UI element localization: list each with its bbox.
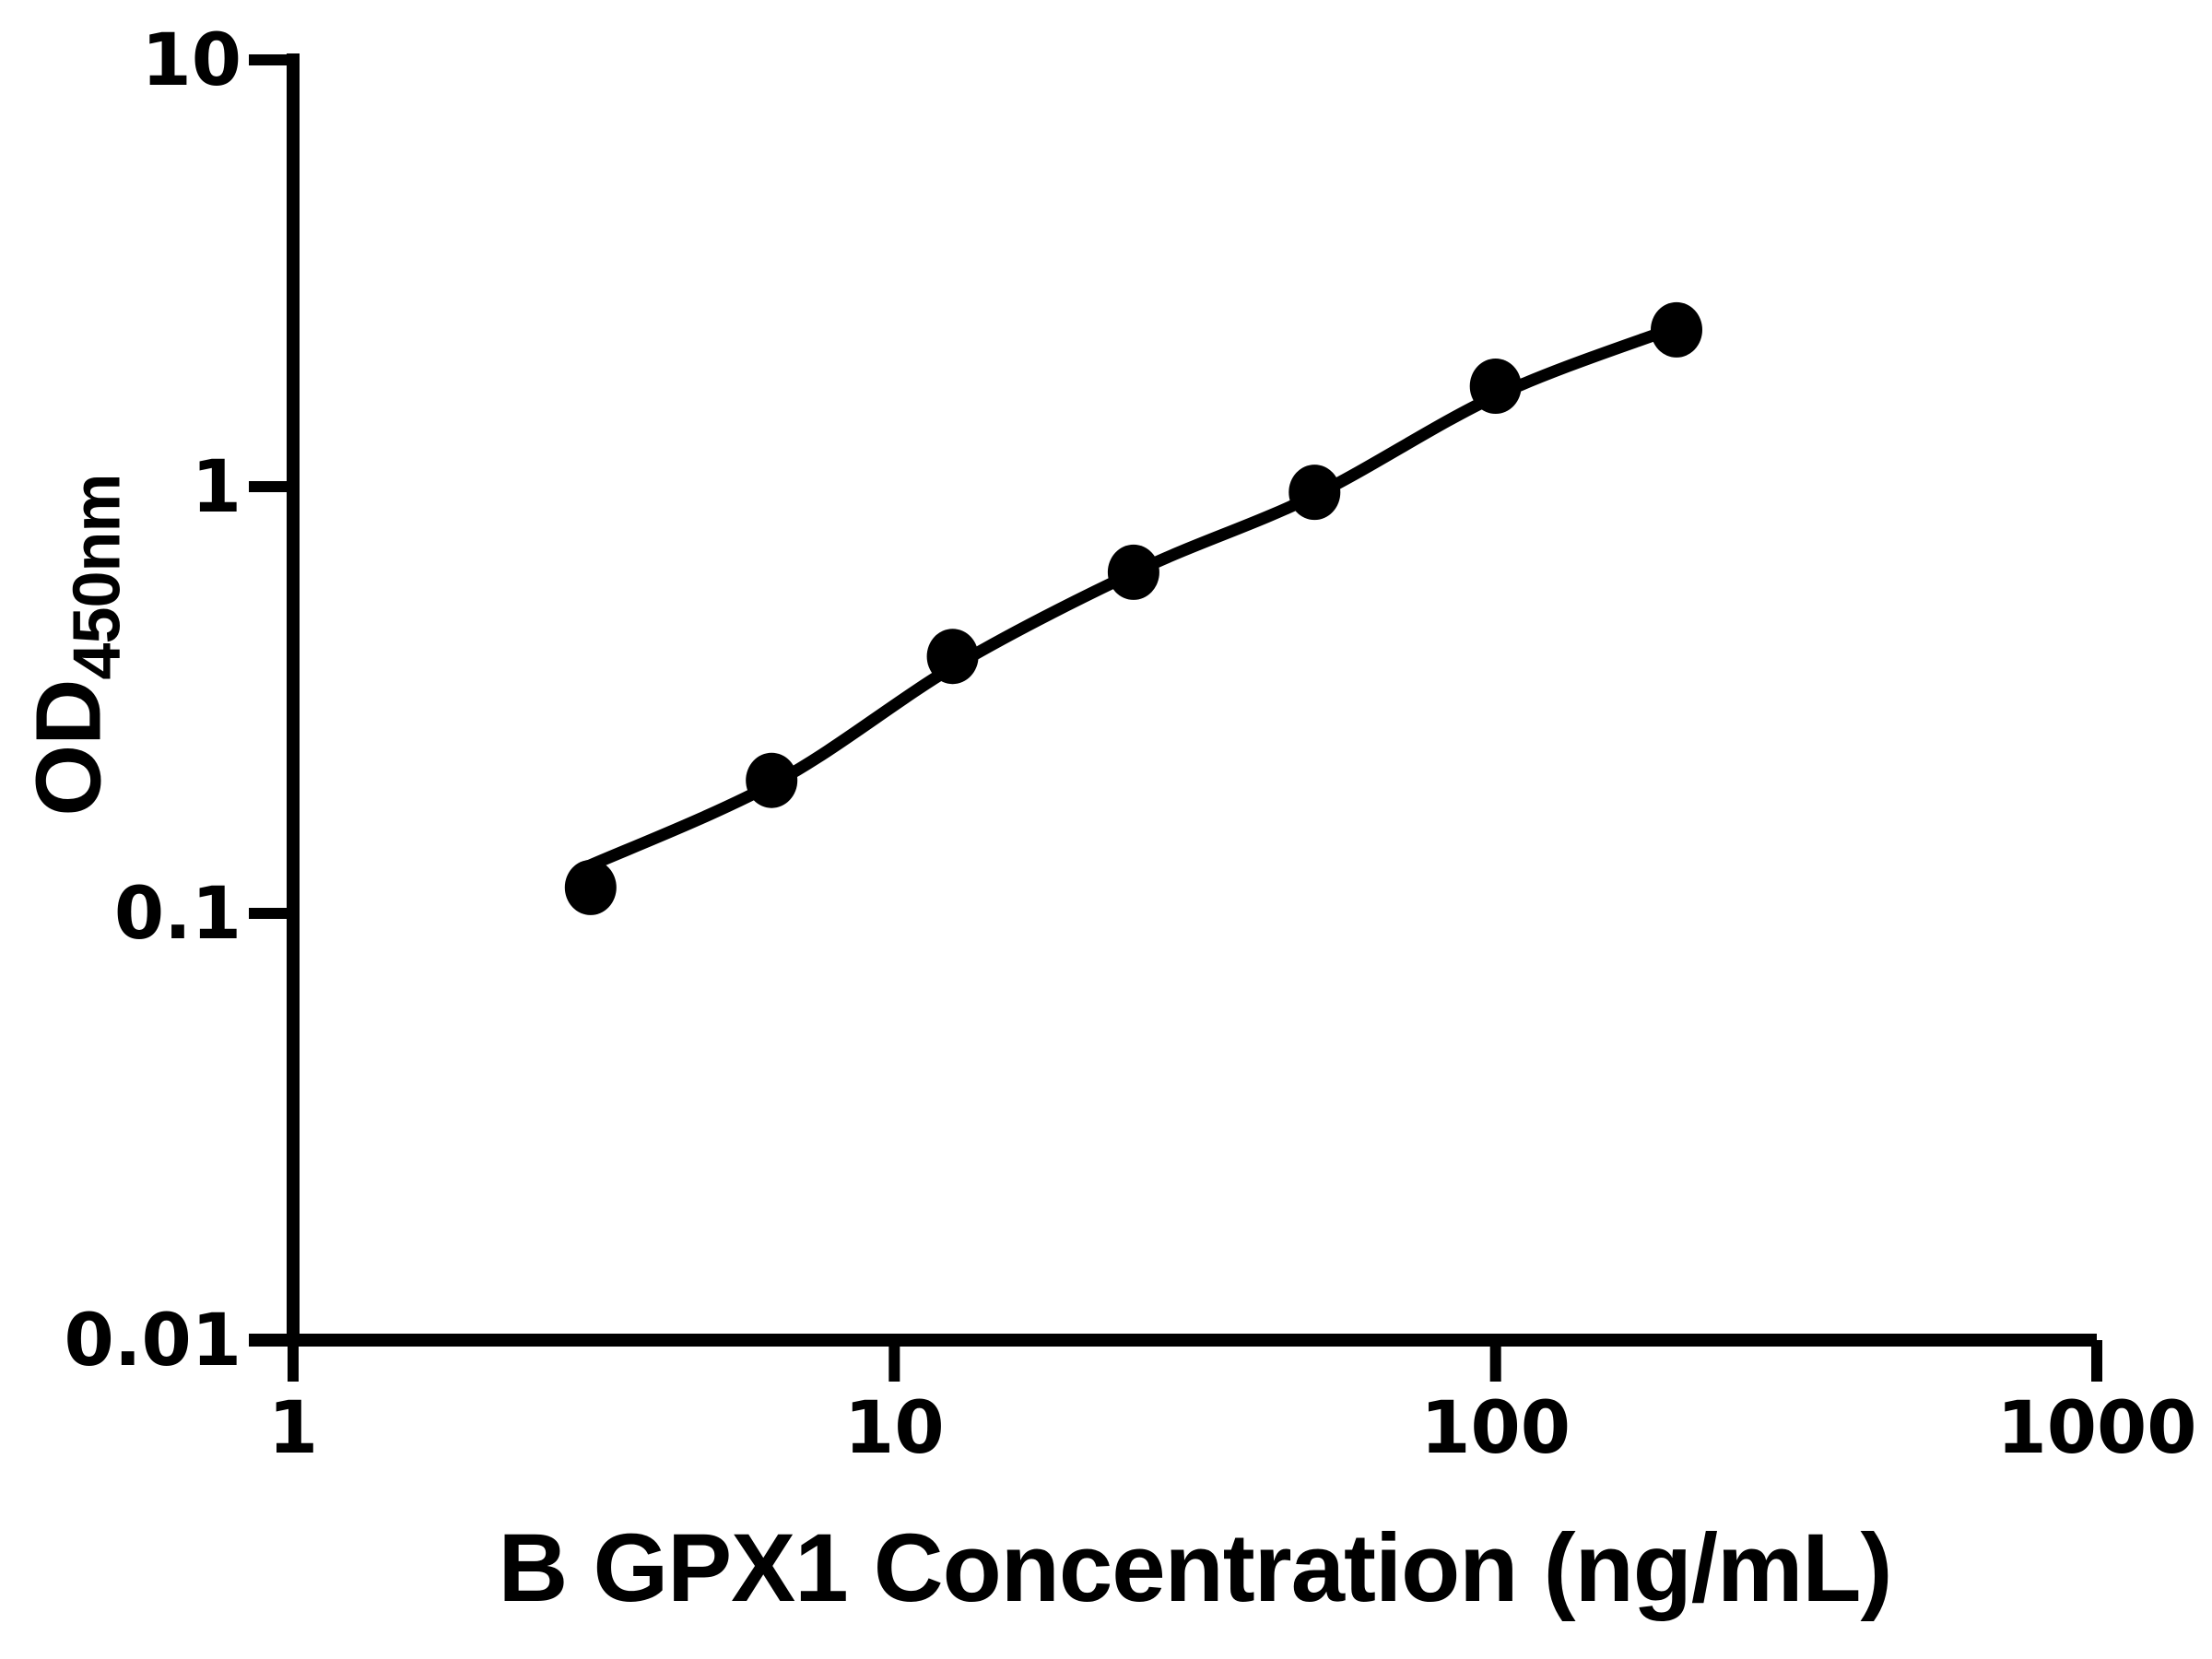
data-point-marker: [926, 629, 979, 685]
data-point-marker: [1651, 301, 1702, 358]
x-axis-title: B GPX1 Concentration (ng/mL): [498, 1514, 1892, 1622]
axis-spine: [249, 53, 2097, 1347]
y-tick-label: 1: [192, 446, 241, 529]
y-axis-title-main: OD: [17, 679, 121, 817]
data-point-marker: [1469, 359, 1522, 414]
y-axis-title-subscript: 450nm: [60, 474, 135, 680]
data-point-marker: [564, 859, 617, 915]
y-tick-label: 0.01: [65, 1300, 241, 1382]
x-tick-label: 10: [844, 1387, 945, 1470]
y-axis-title: OD450nm: [17, 474, 135, 816]
x-tick-label: 1: [268, 1387, 318, 1470]
data-point-marker: [1288, 465, 1341, 521]
x-tick-label: 1000: [1996, 1387, 2196, 1470]
data-point-marker: [746, 752, 798, 808]
y-tick-label: 0.1: [114, 873, 241, 956]
y-tick-label: 10: [141, 19, 241, 102]
data-point-marker: [1107, 544, 1159, 600]
x-tick-label: 100: [1420, 1387, 1571, 1470]
